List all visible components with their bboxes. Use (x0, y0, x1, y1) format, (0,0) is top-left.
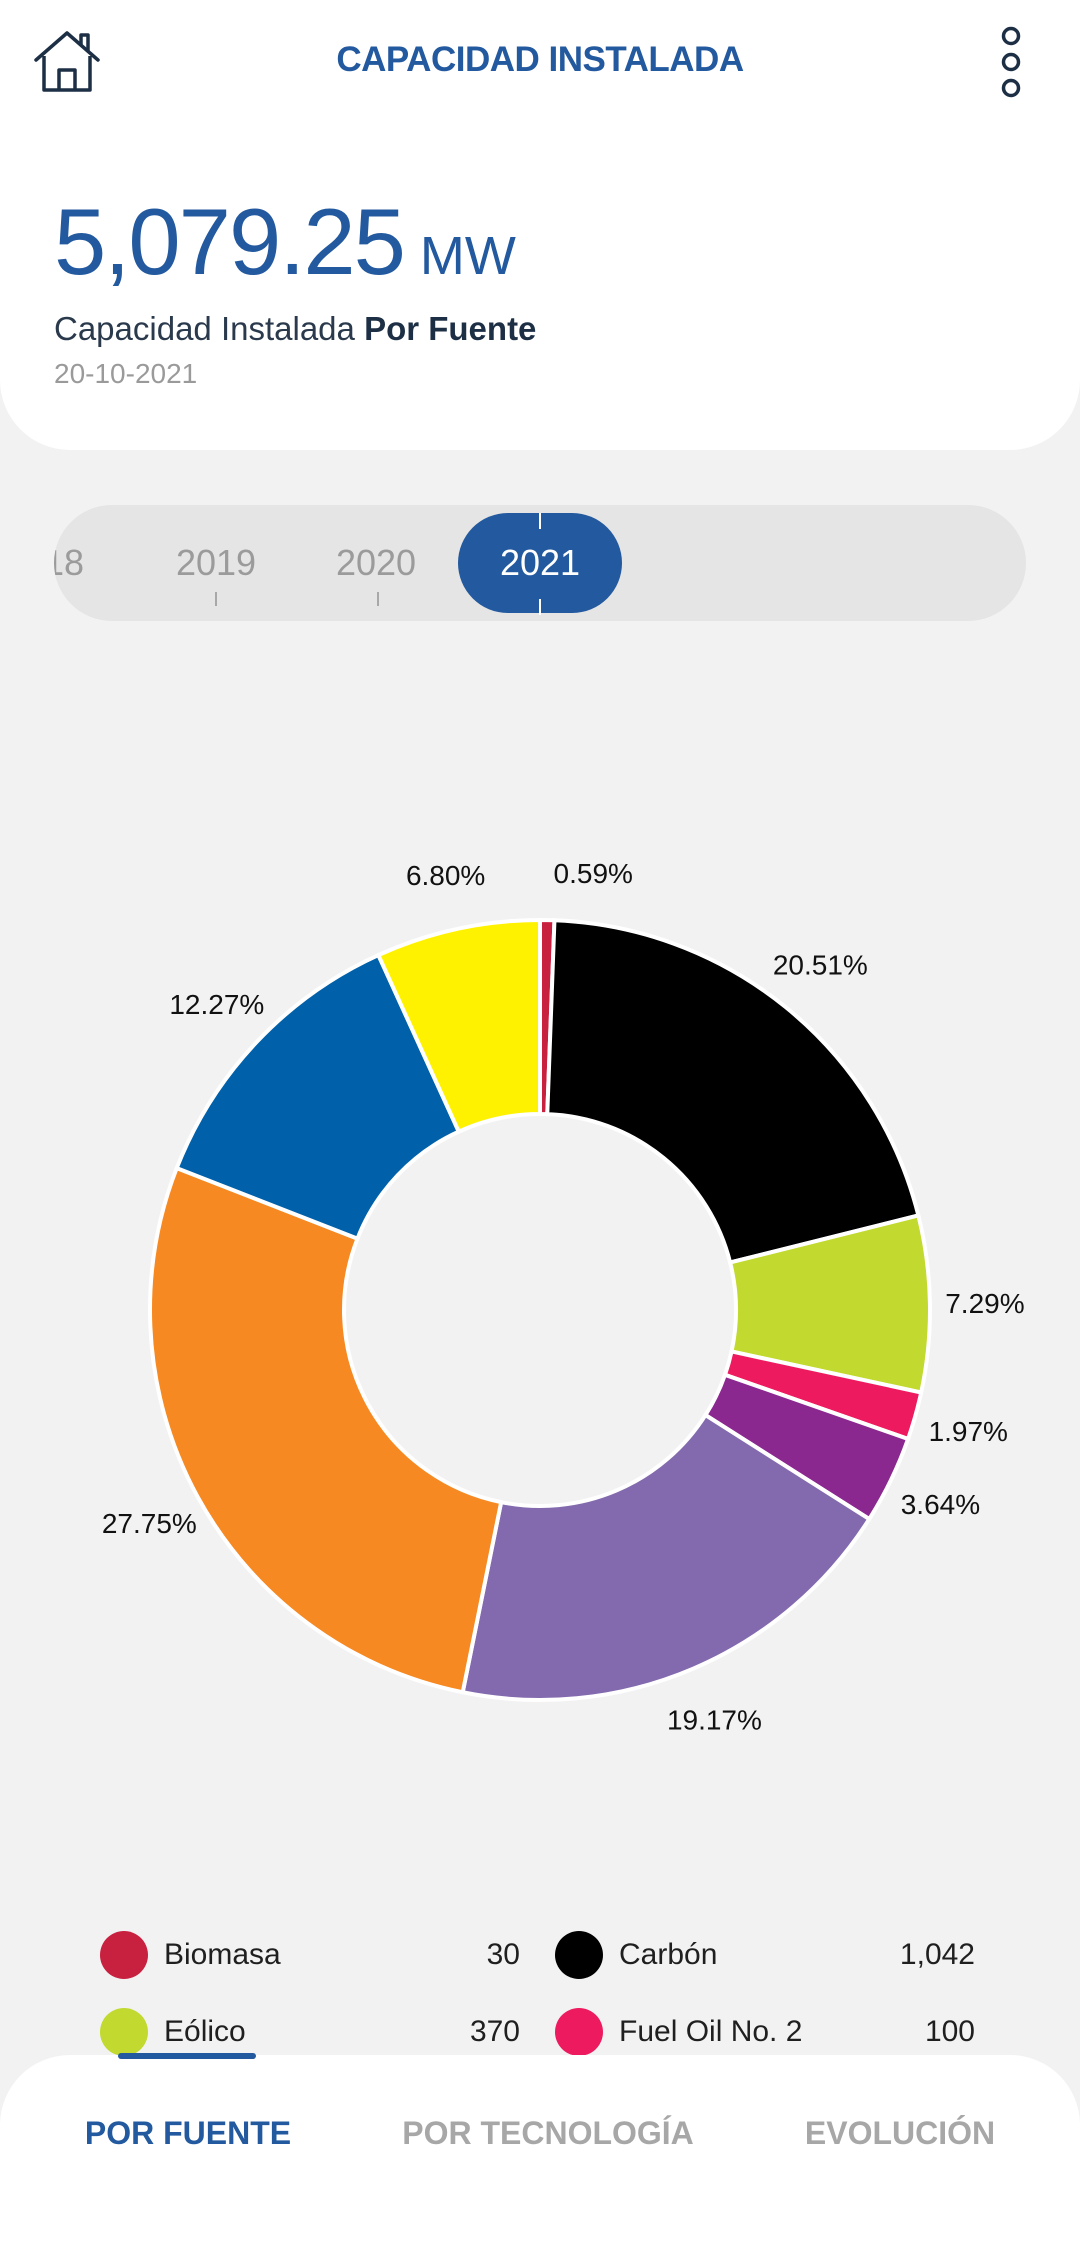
donut-slice[interactable] (545, 918, 921, 1265)
capacity-subtitle: Capacidad Instalada Por Fuente (54, 310, 536, 348)
bottom-navigation: POR FUENTE POR TECNOLOGÍA EVOLUCIÓN (0, 2055, 1080, 2257)
selector-center-tick (539, 513, 541, 529)
year-option-2020[interactable]: 2020 (335, 542, 417, 583)
legend-name: Fuel Oil No. 2 (619, 2015, 803, 2048)
legend-item-biomasa[interactable]: Biomasa 30 (100, 1925, 520, 1985)
slice-percent-label: 1.97% (929, 1416, 1008, 1447)
total-capacity: 5,079.25 MW (54, 188, 516, 296)
slice-percent-label: 19.17% (667, 1704, 762, 1735)
slice-percent-label: 20.51% (773, 949, 868, 980)
subtitle-prefix: Capacidad Instalada (54, 310, 355, 347)
page-title: CAPACIDAD INSTALADA (336, 40, 744, 79)
legend-item-eolico[interactable]: Eólico 370 (100, 2002, 520, 2062)
active-tab-indicator (118, 2053, 256, 2059)
slice-percent-label: 6.80% (406, 860, 485, 891)
more-vertical-icon[interactable] (995, 26, 1027, 98)
slice-percent-label: 27.75% (102, 1508, 197, 1539)
slice-percent-label: 12.27% (169, 989, 264, 1020)
donut-chart-svg: 0.59% 20.51% 7.29% 1.97% 3.64% 19.17% 27.75% 12… (102, 858, 1025, 1735)
total-capacity-unit: MW (419, 226, 516, 286)
legend-dot-carbon (555, 1931, 603, 1979)
donut-slice[interactable] (174, 952, 462, 1242)
slice-percent-label: 0.59% (554, 860, 633, 889)
total-capacity-value: 5,079.25 (54, 189, 406, 294)
donut-slice[interactable] (148, 1165, 504, 1695)
tab-por-tecnologia[interactable]: POR TECNOLOGÍA (402, 2115, 694, 2151)
slice-percent-label: 7.29% (945, 1288, 1024, 1319)
tab-evolucion[interactable]: EVOLUCIÓN (804, 2115, 996, 2151)
legend-item-carbon[interactable]: Carbón 1,042 (555, 1925, 975, 1985)
legend-dot-fuel-oil-2 (555, 2008, 603, 2056)
subtitle-bold: Por Fuente (364, 310, 537, 347)
donut-slice[interactable] (375, 917, 542, 1135)
tab-por-fuente[interactable]: POR FUENTE (84, 2115, 292, 2151)
capacity-date: 20-10-2021 (54, 358, 198, 389)
legend-value: 1,042 (899, 1938, 975, 1971)
legend-name: Eólico (164, 2015, 246, 2048)
legend-dot-eolico (100, 2008, 148, 2056)
legend-name: Carbón (619, 1938, 718, 1971)
legend-item-fuel-oil-2[interactable]: Fuel Oil No. 2 100 (555, 2002, 975, 2062)
legend-value: 370 (469, 2015, 520, 2048)
capacity-donut-chart: 0.59% 20.51% 7.29% 1.97% 3.64% 19.17% 27.75% 12… (0, 858, 1080, 1740)
year-option-2021-selected[interactable]: 2021 (458, 513, 622, 613)
year-option-2019[interactable]: 2019 (175, 542, 257, 583)
legend-dot-biomasa (100, 1931, 148, 1979)
year-tick (377, 592, 379, 606)
home-icon[interactable] (32, 28, 102, 94)
legend-name: Biomasa (164, 1938, 281, 1971)
summary-card: CAPACIDAD INSTALADA 5,079.25 MW Capacida… (0, 0, 1080, 450)
legend-value: 30 (486, 1938, 520, 1971)
year-tick (215, 592, 217, 606)
donut-slice[interactable] (460, 1412, 873, 1702)
legend-value: 100 (924, 2015, 975, 2048)
selector-center-tick (539, 599, 541, 615)
slice-percent-label: 3.64% (901, 1489, 980, 1520)
year-option-2018[interactable]: 18 (54, 542, 85, 583)
